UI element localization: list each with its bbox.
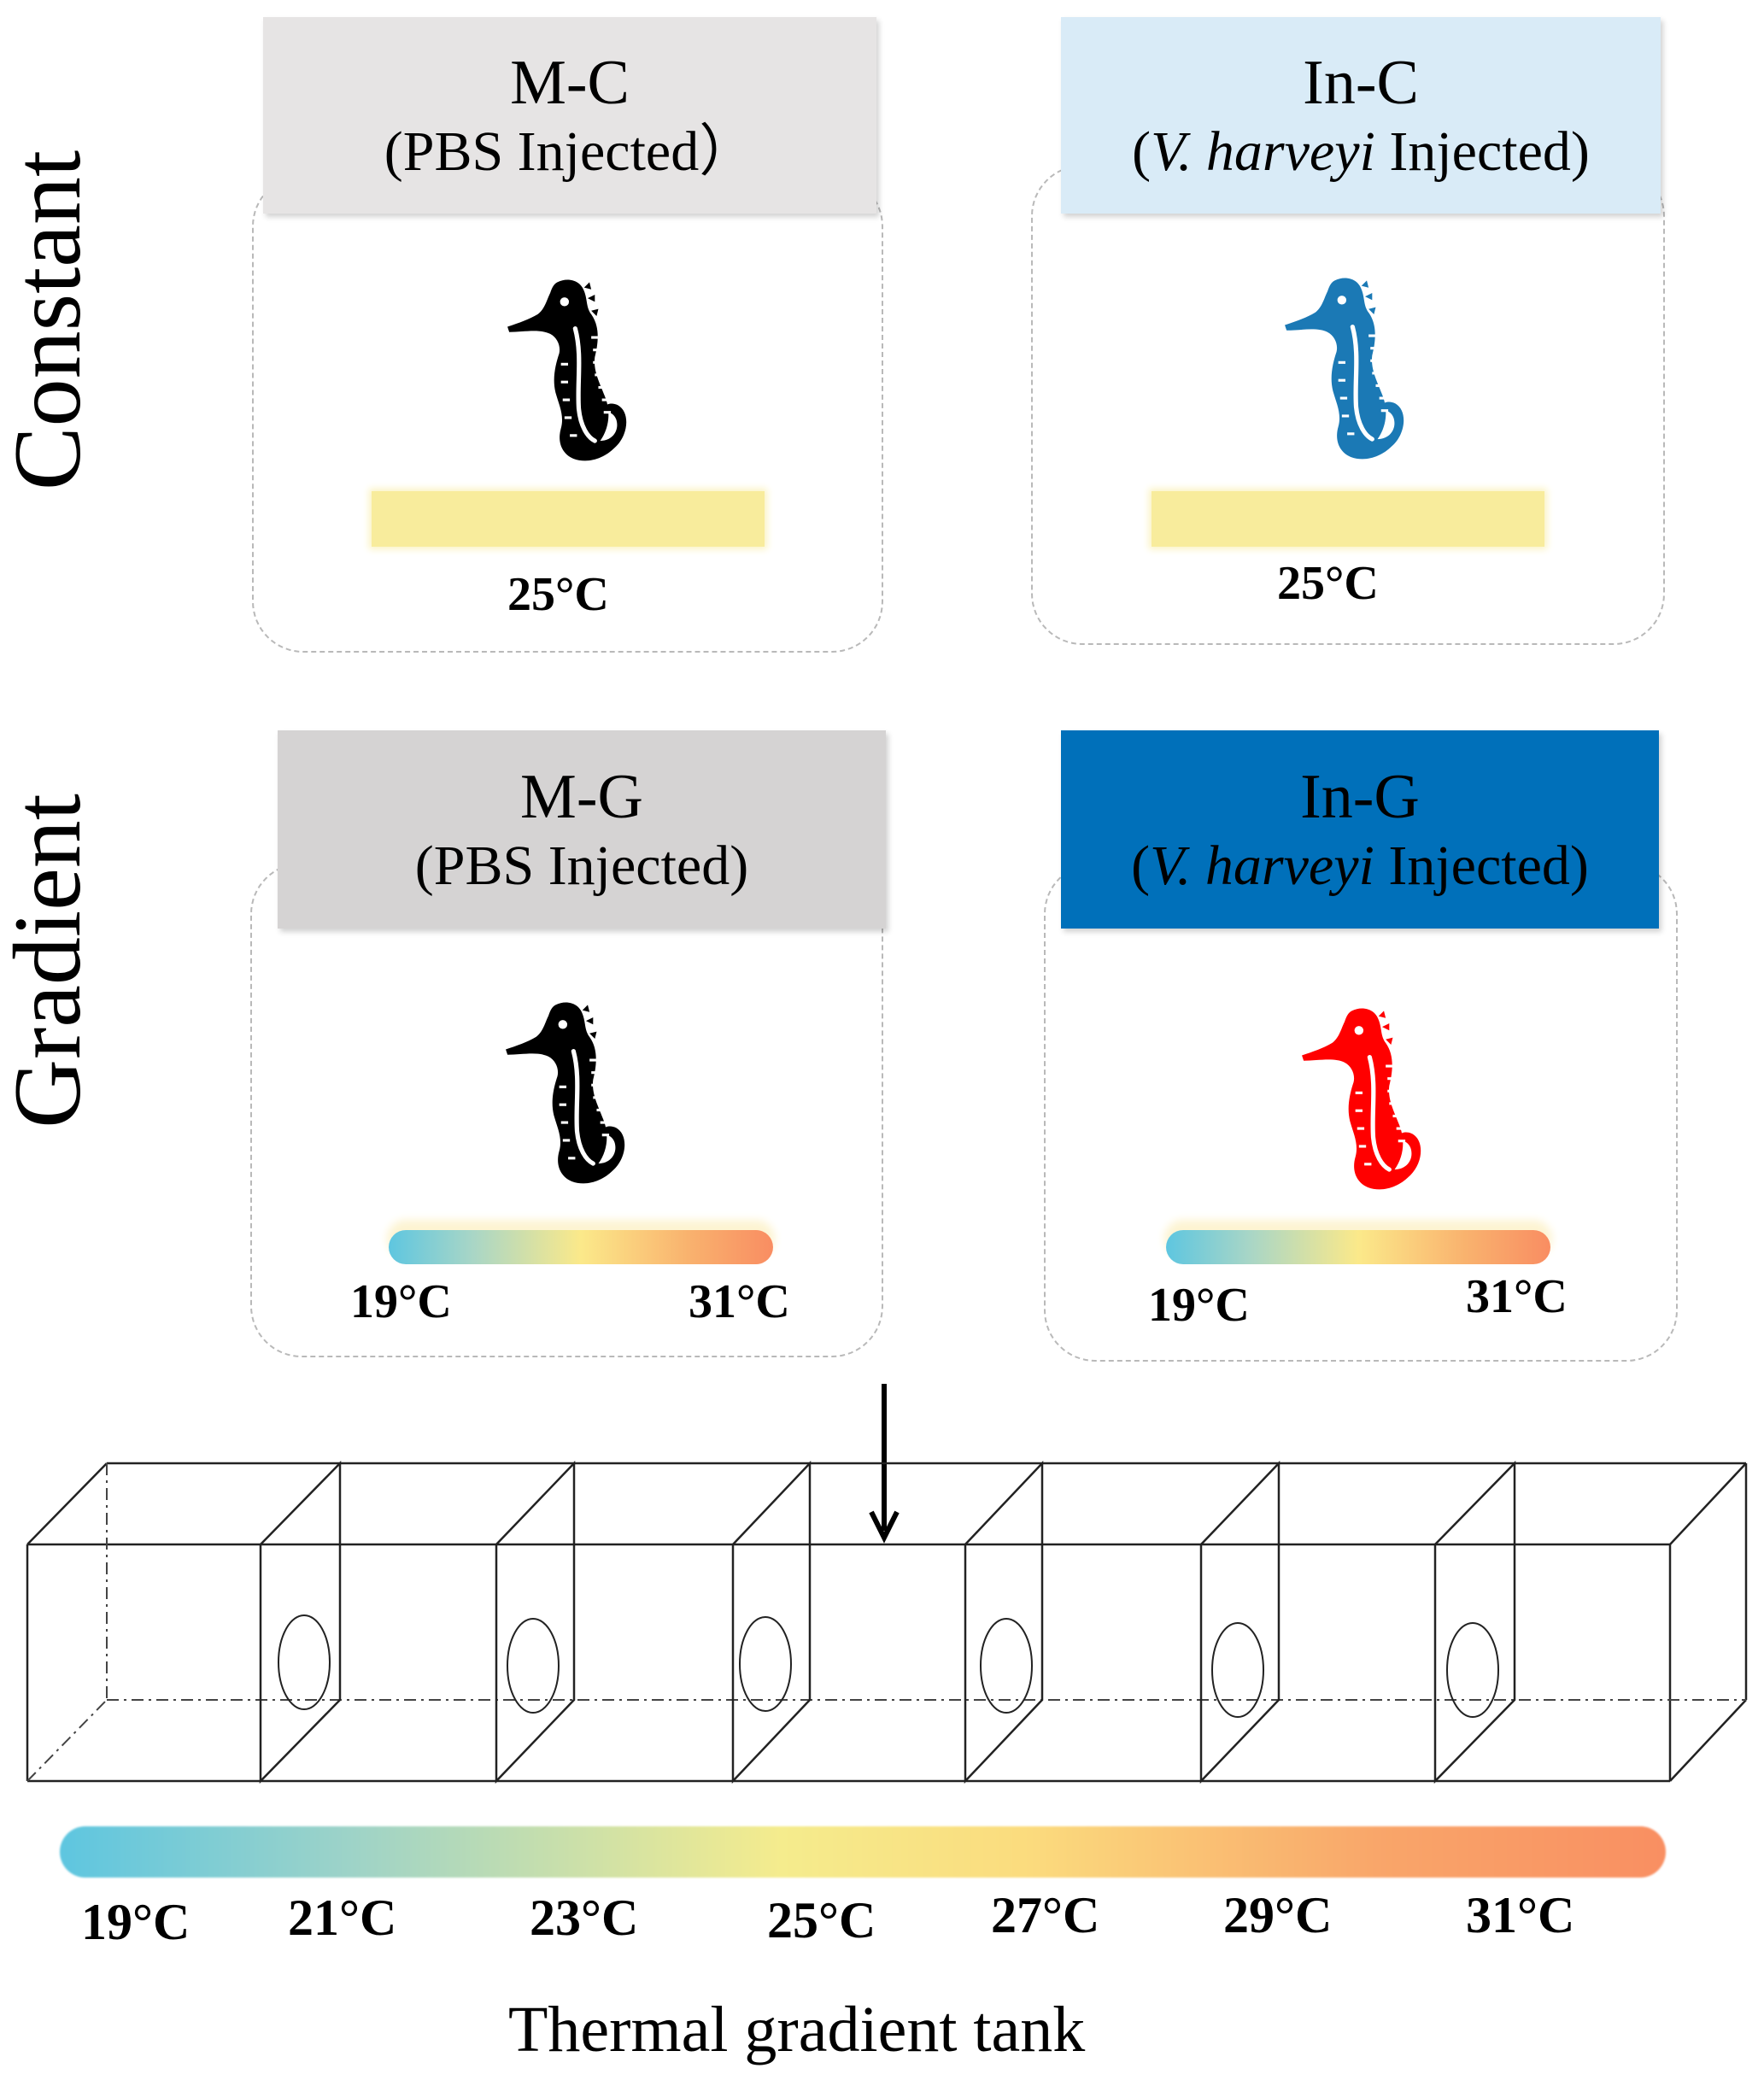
ing-header: In-G (V. harveyi Injected) xyxy=(1061,730,1659,929)
tank-tick: 29°C xyxy=(1223,1887,1333,1943)
ing-sub-open: ( xyxy=(1131,834,1151,897)
mg-gradient-bar xyxy=(389,1230,773,1264)
mg-code: M-G xyxy=(520,761,643,832)
inc-temp-bar xyxy=(1152,491,1544,547)
tank-tick: 21°C xyxy=(288,1890,397,1946)
row-label-constant: Constant xyxy=(0,149,101,491)
tank-tick: 19°C xyxy=(81,1894,190,1950)
seahorse-icon xyxy=(1298,1004,1427,1209)
ing-code: In-G xyxy=(1300,761,1420,832)
row-label-gradient: Gradient xyxy=(0,794,101,1128)
ing-species: V. harveyi xyxy=(1150,834,1374,897)
mg-temp-low: 19°C xyxy=(350,1275,452,1328)
mg-header: M-G (PBS Injected) xyxy=(278,730,886,929)
mc-subtitle: (PBS Injected） xyxy=(384,120,756,183)
tank-tick: 23°C xyxy=(530,1890,639,1946)
inc-temp-label: 25°C xyxy=(1277,557,1379,610)
ing-subtitle: (V. harveyi Injected) xyxy=(1131,834,1589,899)
ing-temp-high: 31°C xyxy=(1466,1270,1568,1323)
tank-tick: 31°C xyxy=(1466,1887,1575,1943)
down-arrow-icon xyxy=(869,1384,900,1544)
mg-temp-high: 31°C xyxy=(689,1275,790,1328)
seahorse-icon xyxy=(504,275,632,480)
tank-tick: 25°C xyxy=(767,1892,876,1948)
mc-header: M-C (PBS Injected） xyxy=(263,17,876,214)
mc-code: M-C xyxy=(510,47,630,118)
mc-temp-bar xyxy=(372,491,765,547)
ing-sub-rest: Injected) xyxy=(1374,834,1589,897)
seahorse-icon xyxy=(1281,273,1409,478)
mg-subtitle: (PBS Injected) xyxy=(414,834,749,897)
seahorse-icon xyxy=(502,998,630,1203)
gradient-tank-icon xyxy=(26,1460,1748,1784)
tank-gradient-bar xyxy=(60,1826,1666,1878)
inc-subtitle: (V. harveyi Injected) xyxy=(1132,120,1590,185)
ing-gradient-bar xyxy=(1166,1230,1550,1264)
inc-sub-rest: Injected) xyxy=(1374,120,1590,183)
ing-temp-low: 19°C xyxy=(1148,1279,1250,1332)
inc-code: In-C xyxy=(1303,47,1419,118)
tank-tick: 27°C xyxy=(991,1887,1100,1943)
mc-temp-label: 25°C xyxy=(507,568,609,621)
diagram-caption: Thermal gradient tank xyxy=(508,1994,1086,2065)
inc-species: V. harveyi xyxy=(1151,120,1375,183)
inc-sub-open: ( xyxy=(1132,120,1152,183)
inc-header: In-C (V. harveyi Injected) xyxy=(1061,17,1661,214)
